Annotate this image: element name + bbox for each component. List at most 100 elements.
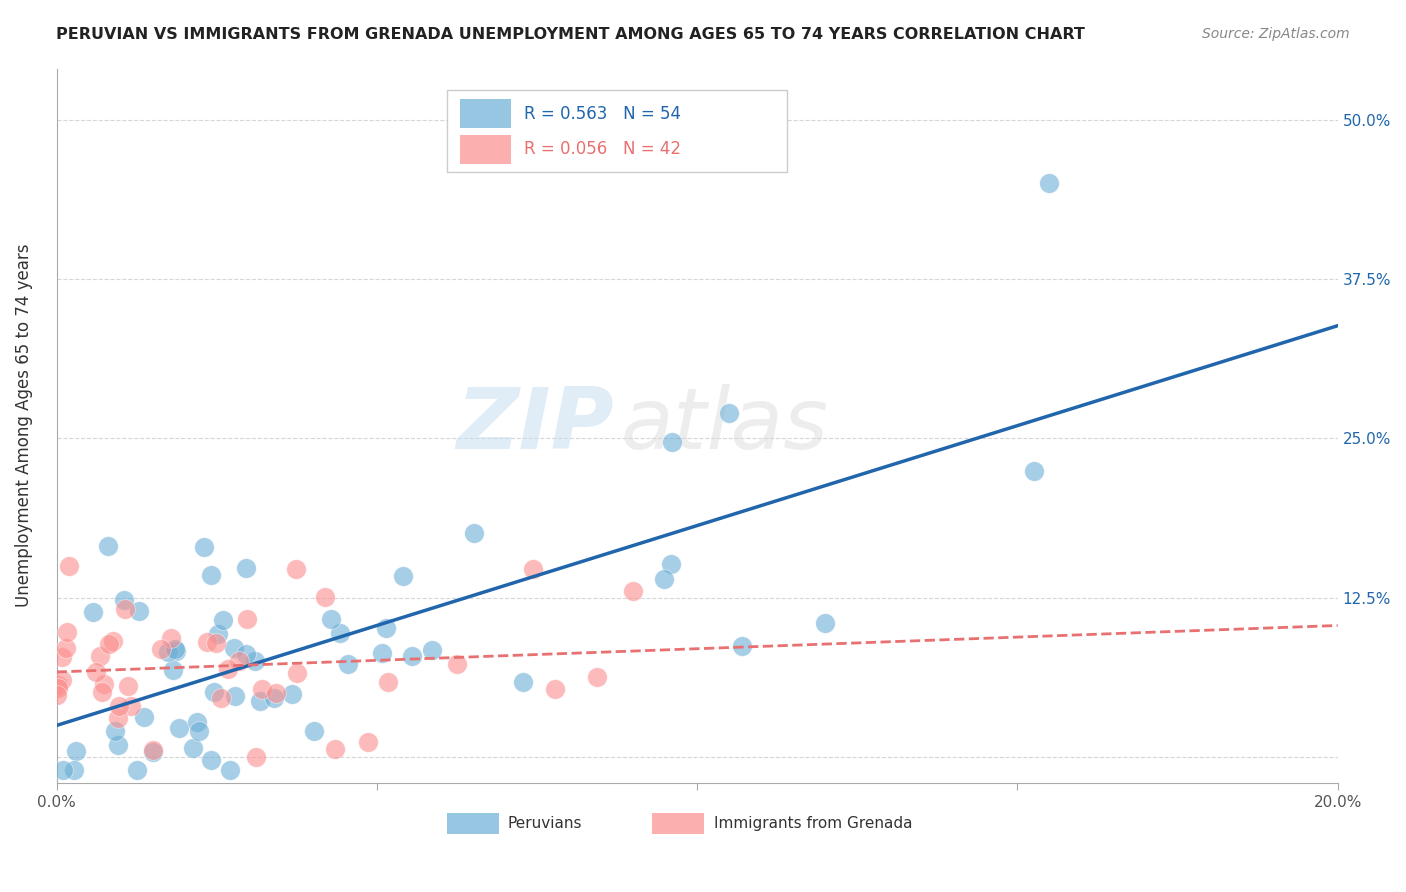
Point xyxy=(165,644,187,658)
Text: R = 0.563   N = 54: R = 0.563 N = 54 xyxy=(524,104,681,122)
Point xyxy=(188,724,211,739)
FancyBboxPatch shape xyxy=(652,813,703,834)
Point xyxy=(97,638,120,652)
Point xyxy=(304,724,326,739)
Point xyxy=(319,612,342,626)
Point xyxy=(107,739,129,753)
Point xyxy=(142,745,165,759)
Point xyxy=(65,744,87,758)
Point xyxy=(228,654,250,668)
Point xyxy=(661,435,683,450)
FancyBboxPatch shape xyxy=(460,135,512,163)
Text: R = 0.056   N = 42: R = 0.056 N = 42 xyxy=(524,140,681,158)
Point xyxy=(142,742,165,756)
Text: Source: ZipAtlas.com: Source: ZipAtlas.com xyxy=(1202,27,1350,41)
Point xyxy=(200,753,222,767)
FancyBboxPatch shape xyxy=(447,90,787,172)
Point xyxy=(652,572,675,586)
Point xyxy=(284,562,307,576)
Point xyxy=(287,666,309,681)
Point xyxy=(108,699,131,714)
Point xyxy=(263,691,285,706)
Point xyxy=(401,649,423,664)
Point xyxy=(371,647,394,661)
Point xyxy=(181,741,204,756)
Point xyxy=(377,674,399,689)
Point xyxy=(120,699,142,714)
Text: atlas: atlas xyxy=(620,384,828,467)
FancyBboxPatch shape xyxy=(447,813,499,834)
Point xyxy=(718,406,741,420)
Point xyxy=(586,670,609,684)
Point xyxy=(217,662,239,676)
Point xyxy=(150,641,173,656)
Text: PERUVIAN VS IMMIGRANTS FROM GRENADA UNEMPLOYMENT AMONG AGES 65 TO 74 YEARS CORRE: PERUVIAN VS IMMIGRANTS FROM GRENADA UNEM… xyxy=(56,27,1085,42)
Point xyxy=(544,682,567,697)
Point xyxy=(207,627,229,641)
FancyBboxPatch shape xyxy=(460,99,512,128)
Point xyxy=(104,724,127,739)
Point xyxy=(314,590,336,604)
Point xyxy=(659,558,682,572)
Point xyxy=(93,677,115,691)
Point xyxy=(169,722,191,736)
Point xyxy=(224,689,246,703)
Point xyxy=(1038,177,1060,191)
Point xyxy=(193,541,215,555)
Point xyxy=(97,539,120,553)
Point xyxy=(128,604,150,618)
Point xyxy=(392,568,415,582)
Text: Immigrants from Grenada: Immigrants from Grenada xyxy=(714,816,912,831)
Point xyxy=(84,665,107,679)
Point xyxy=(250,682,273,697)
Point xyxy=(209,691,232,706)
Point xyxy=(52,763,75,777)
Point xyxy=(621,584,644,599)
Point xyxy=(420,642,443,657)
Point xyxy=(512,674,534,689)
Point xyxy=(1024,464,1046,478)
Point xyxy=(157,645,180,659)
Text: Peruvians: Peruvians xyxy=(508,816,582,831)
Point xyxy=(212,614,235,628)
Point xyxy=(82,605,104,619)
Point xyxy=(329,626,352,640)
Point xyxy=(200,567,222,582)
Point xyxy=(107,710,129,724)
Point xyxy=(224,640,246,655)
Point xyxy=(162,663,184,677)
Point xyxy=(45,688,67,702)
Point xyxy=(814,616,837,631)
Point xyxy=(63,763,86,777)
Point xyxy=(125,763,148,777)
Point xyxy=(195,634,218,648)
Point xyxy=(202,685,225,699)
Point xyxy=(218,763,240,777)
Point xyxy=(235,647,257,661)
Point xyxy=(731,639,754,653)
Point xyxy=(56,624,79,639)
Point xyxy=(165,642,187,657)
Point xyxy=(446,657,468,672)
Point xyxy=(89,648,111,663)
Point xyxy=(236,612,259,626)
Point xyxy=(357,735,380,749)
Point xyxy=(204,636,226,650)
Point xyxy=(46,677,69,691)
Point xyxy=(46,681,69,695)
Point xyxy=(103,634,125,648)
Point xyxy=(266,686,288,700)
Point xyxy=(51,673,73,687)
Y-axis label: Unemployment Among Ages 65 to 74 years: Unemployment Among Ages 65 to 74 years xyxy=(15,244,32,607)
Point xyxy=(91,685,114,699)
Text: ZIP: ZIP xyxy=(456,384,614,467)
Point xyxy=(58,559,80,574)
Point xyxy=(336,657,359,671)
Point xyxy=(522,562,544,576)
Point xyxy=(186,714,208,729)
Point xyxy=(55,640,77,655)
Point xyxy=(235,560,257,574)
Point xyxy=(159,631,181,645)
Point xyxy=(132,710,155,724)
Point xyxy=(249,694,271,708)
